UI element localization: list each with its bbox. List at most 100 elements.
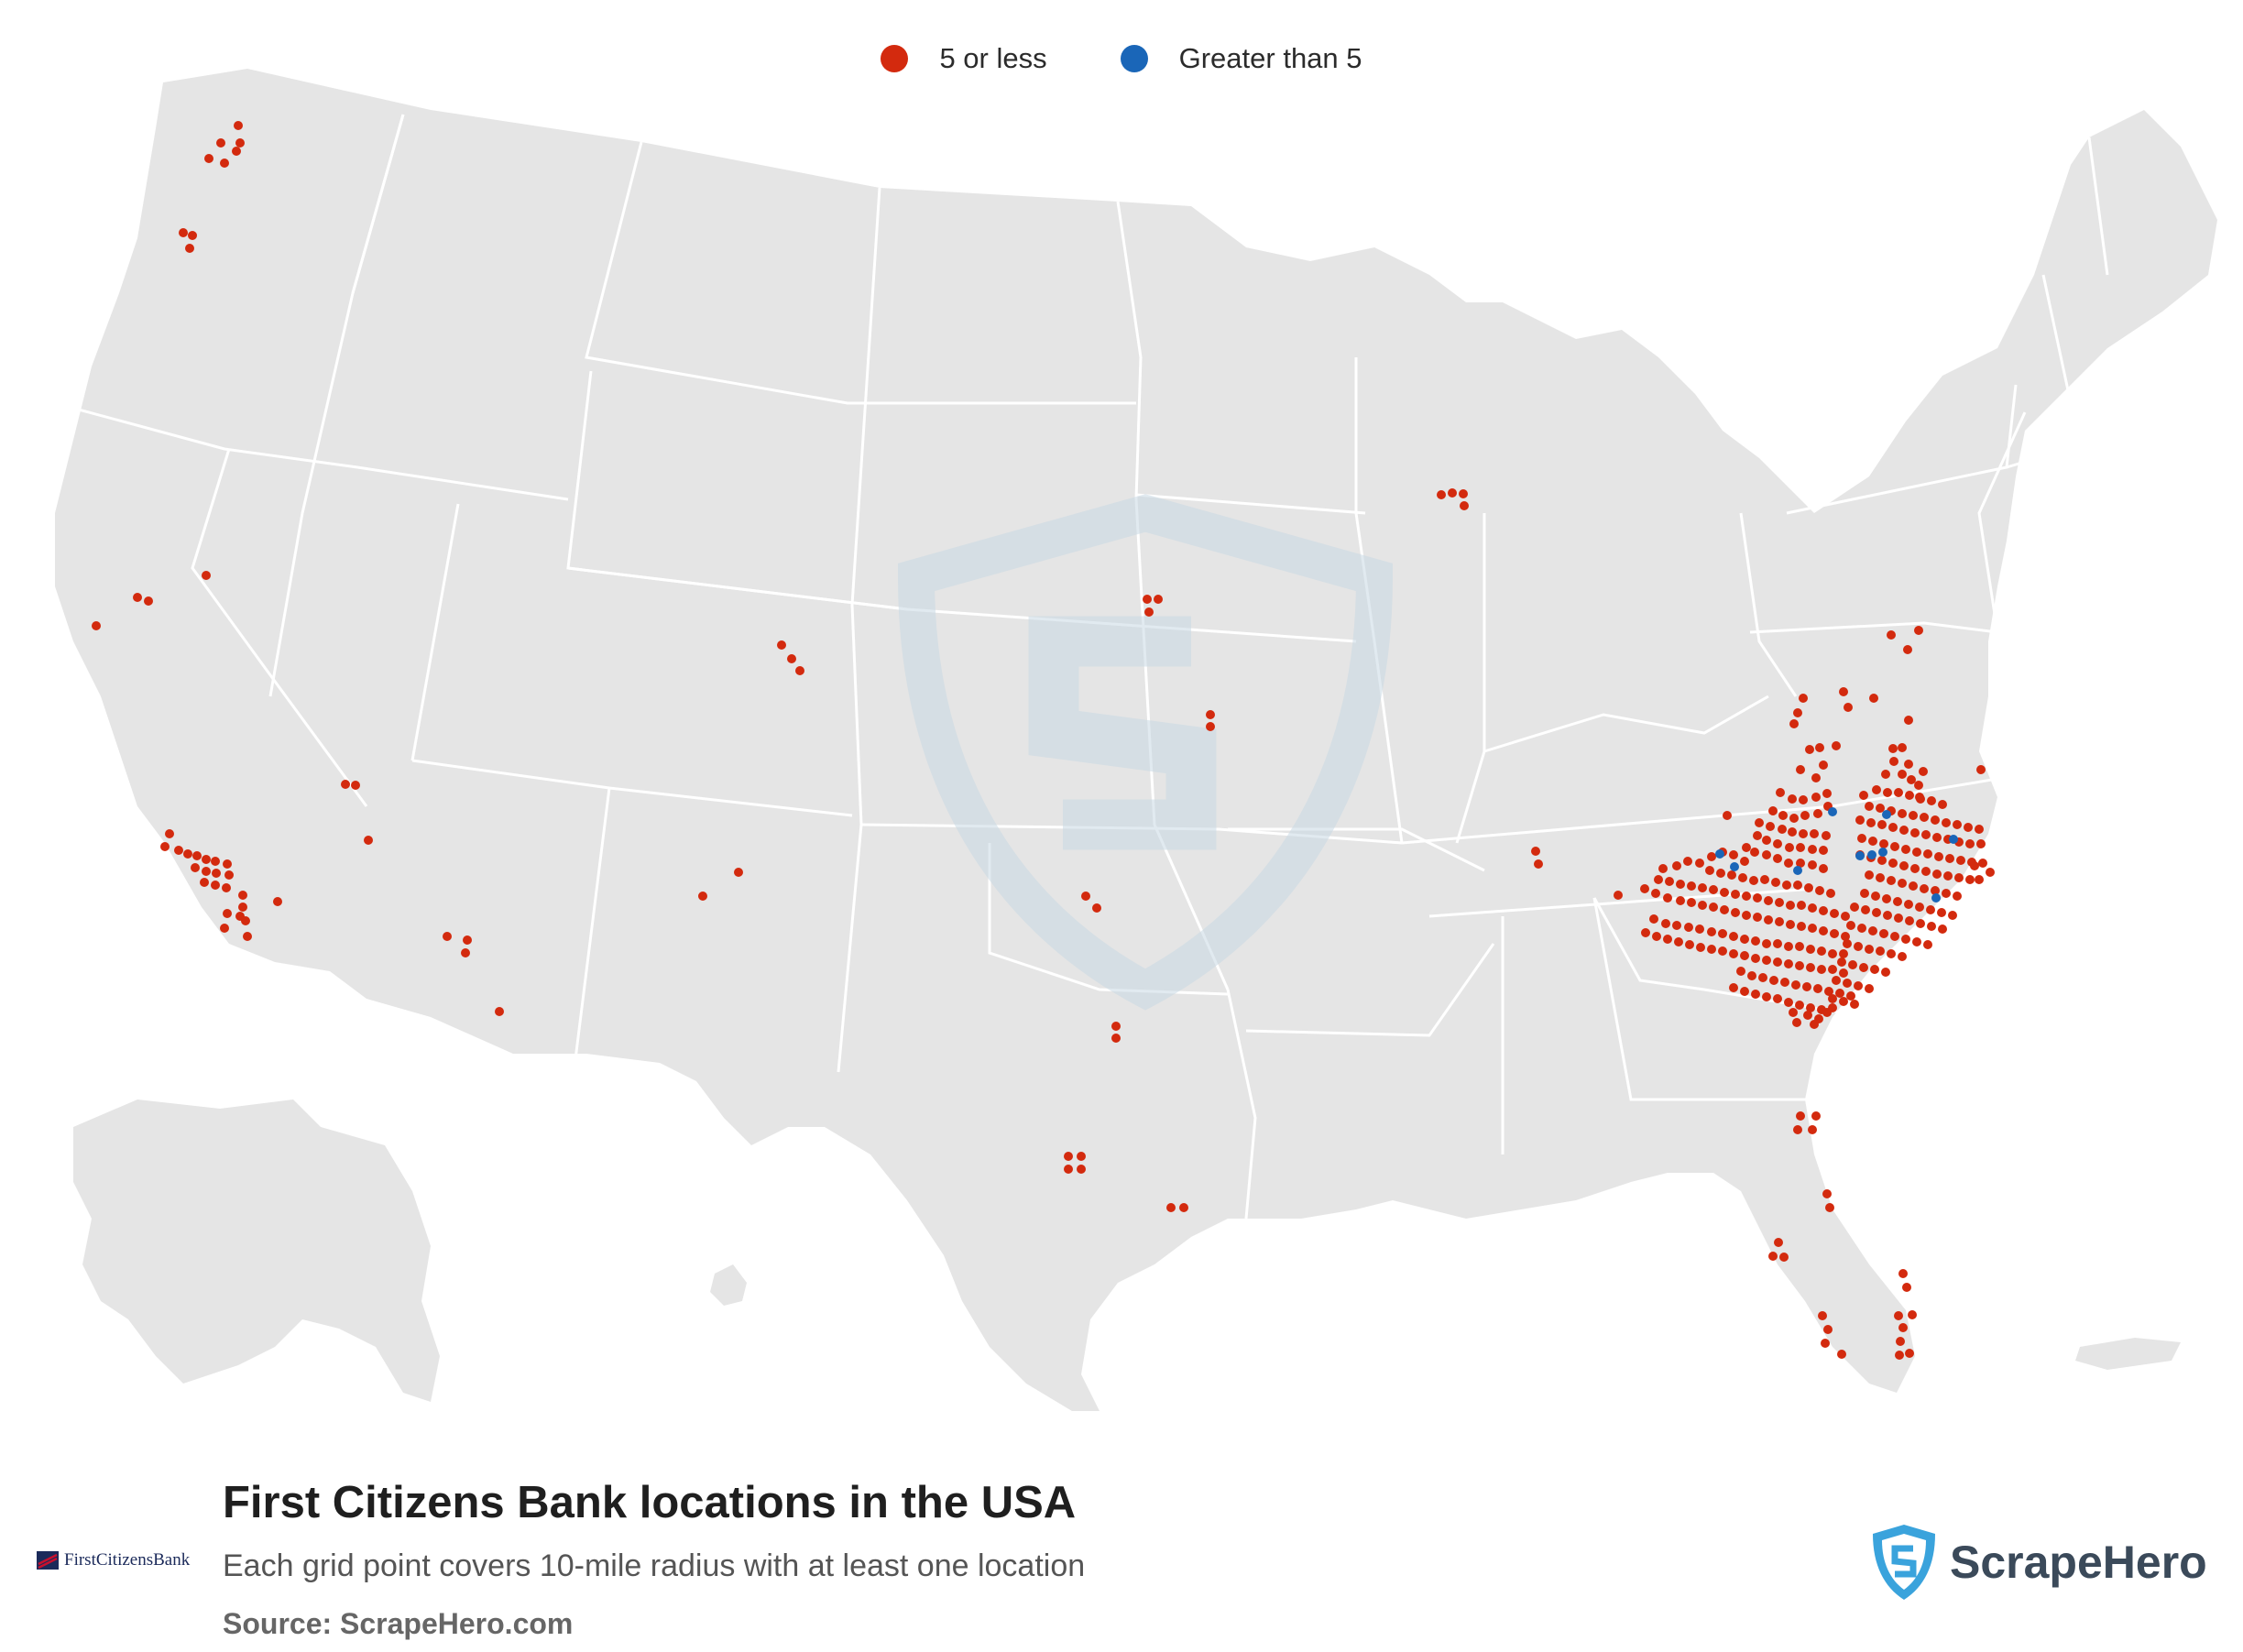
location-dot-5-or-less: [1953, 820, 1962, 829]
location-dot-5-or-less: [1672, 921, 1681, 930]
location-dot-5-or-less: [1822, 1008, 1832, 1017]
location-dot-5-or-less: [1663, 893, 1672, 903]
scrapehero-watermark-shield: [897, 494, 1394, 1011]
legend-dot-blue: [1120, 45, 1148, 72]
location-dot-5-or-less: [1898, 952, 1907, 961]
location-dot-5-or-less: [1803, 1011, 1812, 1020]
location-dot-5-or-less: [1904, 760, 1913, 769]
location-dot-5-or-less: [1857, 924, 1866, 933]
location-dot-5-or-less: [1901, 935, 1910, 944]
location-dot-5-or-less: [1899, 861, 1909, 870]
location-dot-5-or-less: [1926, 905, 1935, 914]
location-dot-5-or-less: [1800, 811, 1810, 820]
location-dot-5-or-less: [1799, 829, 1808, 838]
location-dot-greater-than-5: [1793, 866, 1802, 875]
location-dot-5-or-less: [185, 244, 194, 253]
location-dot-5-or-less: [1698, 901, 1707, 910]
location-dot-5-or-less: [160, 842, 170, 851]
location-dot-5-or-less: [1855, 815, 1865, 825]
location-dot-5-or-less: [1753, 893, 1762, 903]
location-dot-5-or-less: [1850, 1000, 1859, 1009]
location-dot-5-or-less: [1846, 991, 1855, 1001]
location-dot-5-or-less: [1889, 757, 1898, 766]
location-dot-5-or-less: [1870, 965, 1879, 974]
location-dot-5-or-less: [211, 857, 220, 866]
location-dot-5-or-less: [1861, 905, 1870, 914]
location-dot-5-or-less: [1978, 859, 1987, 868]
location-dot-5-or-less: [1793, 881, 1802, 890]
location-dot-5-or-less: [1898, 879, 1907, 888]
location-dot-5-or-less: [1895, 1351, 1904, 1360]
location-dot-5-or-less: [1720, 888, 1729, 897]
location-dot-5-or-less: [1092, 903, 1101, 913]
location-dot-5-or-less: [1206, 722, 1215, 731]
location-dot-5-or-less: [1954, 873, 1964, 882]
legend-item-low: 5 or less: [881, 42, 1047, 75]
location-dot-5-or-less: [1923, 940, 1932, 949]
location-dot-5-or-less: [1876, 873, 1885, 882]
location-dot-5-or-less: [1707, 927, 1716, 936]
first-citizens-bank-logo: FirstCitizensBank: [37, 1547, 190, 1574]
location-dot-5-or-less: [238, 891, 247, 900]
location-dot-5-or-less: [351, 781, 360, 790]
location-dot-5-or-less: [1762, 992, 1771, 1001]
scrapehero-shield-icon: [1873, 1525, 1935, 1600]
location-dot-5-or-less: [1652, 932, 1661, 941]
location-dot-5-or-less: [223, 859, 232, 869]
location-dot-5-or-less: [1822, 831, 1831, 840]
location-dot-5-or-less: [1919, 767, 1928, 776]
location-dot-5-or-less: [1081, 892, 1090, 901]
location-dot-5-or-less: [1854, 981, 1863, 990]
location-dot-5-or-less: [1975, 825, 1984, 834]
location-dot-5-or-less: [1908, 1310, 1917, 1319]
location-dot-5-or-less: [1898, 770, 1907, 779]
location-dot-5-or-less: [1921, 867, 1931, 876]
location-dot-5-or-less: [1903, 645, 1912, 654]
scrapehero-wordmark: ScrapeHero: [1950, 1537, 2207, 1588]
location-dot-5-or-less: [1788, 827, 1797, 837]
location-dot-5-or-less: [1742, 911, 1751, 920]
location-dot-5-or-less: [1890, 932, 1899, 941]
location-dot-5-or-less: [1808, 860, 1817, 870]
location-dot-5-or-less: [1965, 839, 1975, 848]
location-dot-5-or-less: [1786, 901, 1795, 910]
location-dot-5-or-less: [1784, 859, 1793, 868]
location-dot-5-or-less: [1887, 630, 1896, 640]
location-dot-5-or-less: [1819, 846, 1828, 855]
location-dot-5-or-less: [238, 903, 247, 912]
location-dot-5-or-less: [1871, 892, 1880, 901]
location-dot-5-or-less: [1888, 859, 1898, 868]
location-dot-5-or-less: [1785, 843, 1794, 852]
location-dot-5-or-less: [1818, 1311, 1827, 1320]
location-dot-5-or-less: [1839, 687, 1848, 696]
location-dot-5-or-less: [1860, 889, 1869, 898]
location-dot-5-or-less: [1846, 921, 1855, 930]
location-dot-5-or-less: [1948, 911, 1957, 920]
location-dot-5-or-less: [211, 881, 220, 890]
location-dot-5-or-less: [1819, 906, 1828, 915]
location-dot-5-or-less: [1789, 719, 1799, 728]
location-dot-5-or-less: [220, 924, 229, 933]
location-dot-5-or-less: [273, 897, 282, 906]
map-title: First Citizens Bank locations in the USA: [223, 1478, 1077, 1527]
location-dot-5-or-less: [234, 121, 243, 130]
location-dot-5-or-less: [188, 231, 197, 240]
location-dot-5-or-less: [1813, 809, 1822, 818]
bank-logo-text: FirstCitizensBank: [64, 1550, 191, 1570]
location-dot-5-or-less: [1808, 1125, 1817, 1134]
location-dot-5-or-less: [1932, 833, 1942, 842]
location-dot-5-or-less: [1742, 843, 1751, 852]
legend-label-low: 5 or less: [939, 42, 1047, 74]
location-dot-5-or-less: [1707, 945, 1716, 954]
location-dot-5-or-less: [1684, 923, 1693, 932]
location-dot-5-or-less: [1854, 942, 1863, 951]
location-dot-5-or-less: [1896, 1337, 1905, 1346]
location-dot-5-or-less: [1773, 939, 1782, 948]
location-dot-5-or-less: [1841, 912, 1850, 921]
location-dot-5-or-less: [1143, 595, 1152, 604]
location-dot-5-or-less: [1788, 794, 1797, 804]
location-dot-5-or-less: [461, 948, 470, 957]
location-dot-5-or-less: [1937, 908, 1946, 917]
location-dot-5-or-less: [1768, 806, 1778, 815]
location-dot-5-or-less: [202, 855, 211, 864]
